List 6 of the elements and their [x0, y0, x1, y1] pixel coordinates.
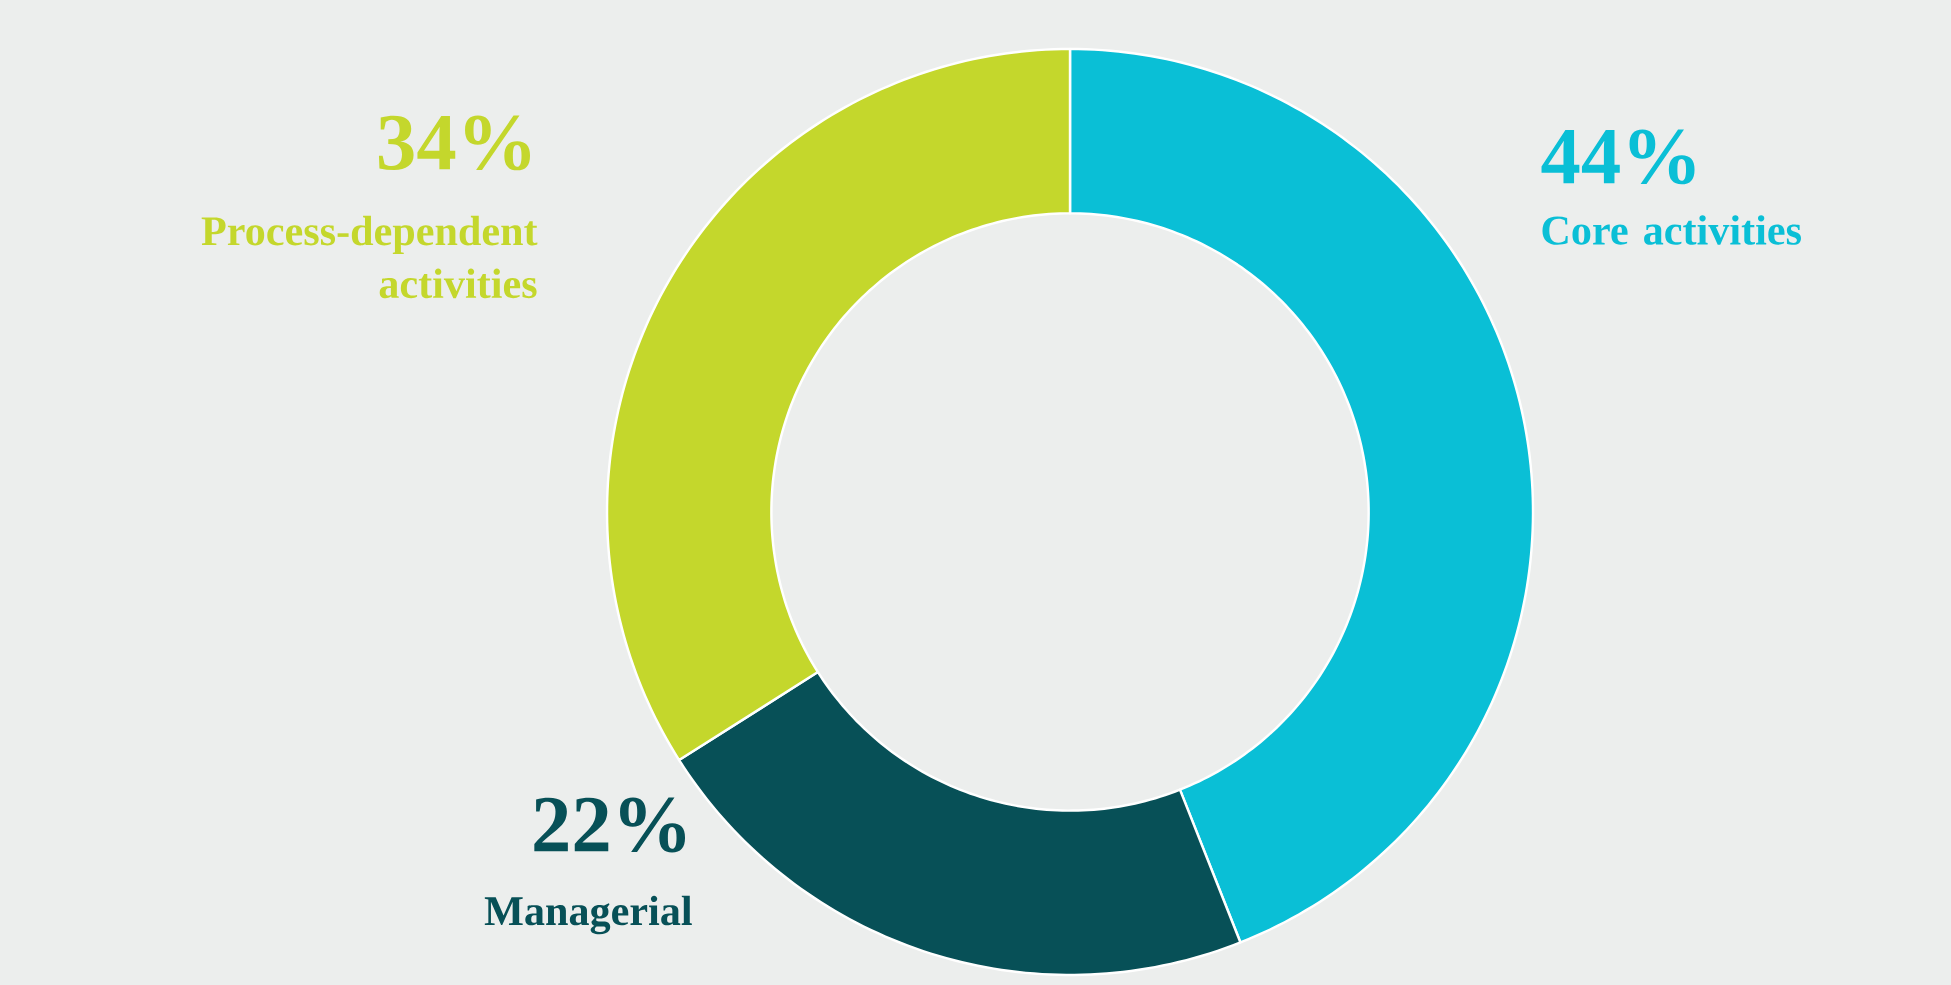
slice-label: Process-dependent activities [201, 215, 538, 299]
data-label: 44% [1541, 129, 1695, 185]
slice-label: Managerial [484, 895, 692, 935]
data-label: 22% [534, 797, 686, 853]
slice-label: Core activities [1542, 215, 1801, 245]
data-label: 34% [378, 115, 531, 171]
